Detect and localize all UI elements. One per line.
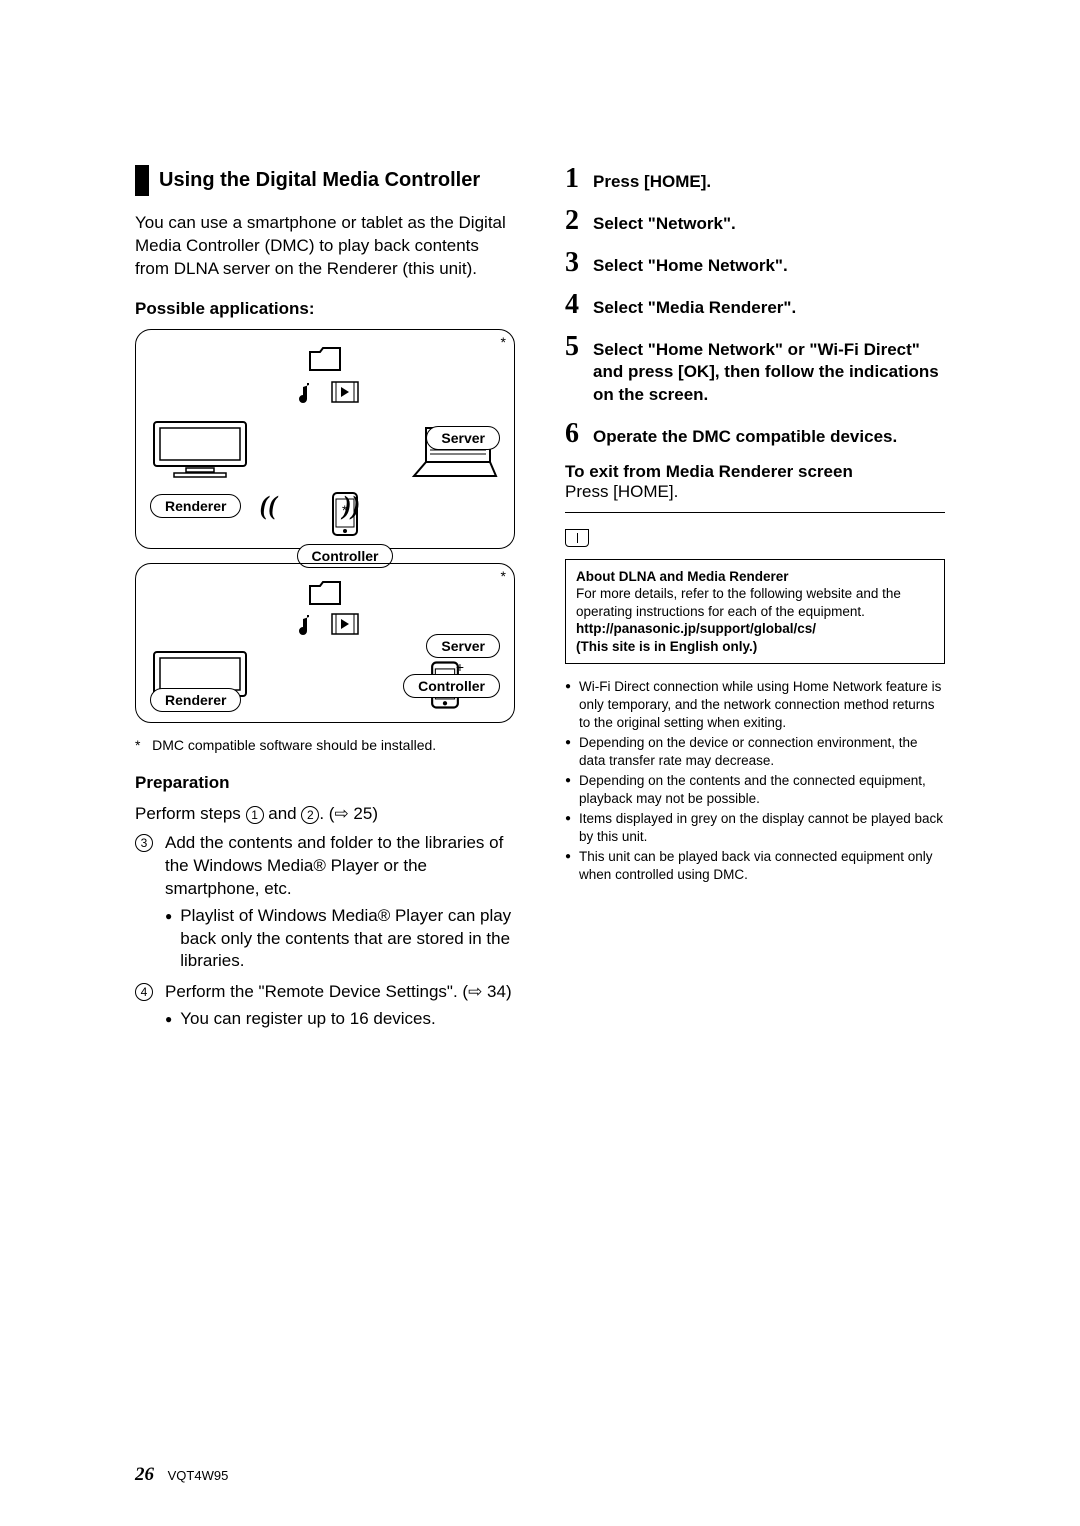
infobox-body: For more details, refer to the following… bbox=[576, 585, 934, 620]
asterisk-marker-2: * bbox=[342, 502, 347, 518]
note-text: This unit can be played back via connect… bbox=[579, 848, 945, 883]
plus-symbol: + bbox=[456, 660, 464, 674]
folder-icon bbox=[308, 580, 342, 611]
bullet-dot-icon: ● bbox=[165, 1008, 172, 1031]
bullet-dot-icon: ● bbox=[565, 848, 571, 883]
prep-4-sub: You can register up to 16 devices. bbox=[180, 1008, 435, 1031]
preparation-intro: Perform steps 1 and 2. (⇨ 25) bbox=[135, 803, 515, 826]
step-text: Select "Media Renderer". bbox=[593, 297, 796, 319]
bullet-dot-icon: ● bbox=[565, 810, 571, 845]
music-note-icon bbox=[291, 613, 313, 644]
step-list: 1 Press [HOME]. 2 Select "Network". 3 Se… bbox=[565, 165, 945, 448]
asterisk-marker-3: * bbox=[501, 568, 506, 584]
step-text: Select "Home Network". bbox=[593, 255, 788, 277]
prep-intro-a: Perform steps bbox=[135, 804, 246, 823]
step-number: 2 bbox=[565, 207, 579, 235]
wave-left-icon: (( bbox=[259, 491, 276, 521]
step-text: Operate the DMC compatible devices. bbox=[593, 426, 897, 448]
step-number: 6 bbox=[565, 420, 579, 448]
prep-item-3: 3 Add the contents and folder to the lib… bbox=[135, 832, 515, 974]
step-text: Press [HOME]. bbox=[593, 171, 711, 193]
prep-intro-b: and bbox=[264, 804, 302, 823]
bullet-dot-icon: ● bbox=[565, 678, 571, 731]
step-text: Select "Network". bbox=[593, 213, 736, 235]
video-icon bbox=[331, 613, 359, 644]
prep-4-text: Perform the "Remote Device Settings". (⇨… bbox=[165, 981, 512, 1004]
note-text: Depending on the contents and the connec… bbox=[579, 772, 945, 807]
step-2: 2 Select "Network". bbox=[565, 207, 945, 235]
infobox-title: About DLNA and Media Renderer bbox=[576, 568, 934, 586]
doc-code: VQT4W95 bbox=[168, 1468, 229, 1483]
prep-3-sub: Playlist of Windows Media® Player can pl… bbox=[180, 905, 515, 974]
renderer-label: Renderer bbox=[150, 688, 241, 712]
circled-3-icon: 3 bbox=[135, 834, 153, 852]
exit-body: Press [HOME]. bbox=[565, 482, 945, 513]
note-book-icon bbox=[565, 529, 589, 547]
step-5: 5 Select "Home Network" or "Wi-Fi Direct… bbox=[565, 333, 945, 405]
circled-4-icon: 4 bbox=[135, 983, 153, 1001]
step-6: 6 Operate the DMC compatible devices. bbox=[565, 420, 945, 448]
step-3: 3 Select "Home Network". bbox=[565, 249, 945, 277]
notes-list: ●Wi-Fi Direct connection while using Hom… bbox=[565, 678, 945, 883]
page-footer: 26 VQT4W95 bbox=[135, 1464, 228, 1486]
circled-1-icon: 1 bbox=[246, 806, 264, 824]
prep-item-4: 4 Perform the "Remote Device Settings". … bbox=[135, 981, 515, 1031]
bullet-dot-icon: ● bbox=[565, 772, 571, 807]
preparation-heading: Preparation bbox=[135, 773, 515, 793]
intro-paragraph: You can use a smartphone or tablet as th… bbox=[135, 212, 515, 281]
asterisk-marker: * bbox=[501, 334, 506, 350]
renderer-label: Renderer bbox=[150, 494, 241, 518]
note-text: Wi-Fi Direct connection while using Home… bbox=[579, 678, 945, 731]
note-item: ●Items displayed in grey on the display … bbox=[565, 810, 945, 845]
step-1: 1 Press [HOME]. bbox=[565, 165, 945, 193]
bullet-dot-icon: ● bbox=[565, 734, 571, 769]
header-accent-bar bbox=[135, 165, 149, 196]
prep-intro-c: . (⇨ 25) bbox=[319, 804, 378, 823]
footnote: * DMC compatible software should be inst… bbox=[135, 737, 515, 753]
server-label: Server bbox=[426, 634, 500, 658]
note-text: Items displayed in grey on the display c… bbox=[579, 810, 945, 845]
video-icon bbox=[331, 381, 359, 412]
step-4: 4 Select "Media Renderer". bbox=[565, 291, 945, 319]
preparation-list: 3 Add the contents and folder to the lib… bbox=[135, 832, 515, 1032]
music-note-icon bbox=[291, 381, 313, 412]
step-number: 4 bbox=[565, 291, 579, 319]
infobox-link: http://panasonic.jp/support/global/cs/ bbox=[576, 620, 934, 638]
footnote-marker: * bbox=[135, 737, 140, 753]
apps-subheading: Possible applications: bbox=[135, 299, 515, 319]
circled-2-icon: 2 bbox=[301, 806, 319, 824]
infobox-link-note: (This site is in English only.) bbox=[576, 638, 934, 656]
folder-icon bbox=[308, 346, 342, 377]
info-box: About DLNA and Media Renderer For more d… bbox=[565, 559, 945, 665]
step-number: 5 bbox=[565, 333, 579, 361]
diagram-2: * bbox=[135, 563, 515, 723]
server-label: Server bbox=[426, 426, 500, 450]
step-text: Select "Home Network" or "Wi-Fi Direct" … bbox=[593, 339, 945, 405]
note-item: ●Depending on the contents and the conne… bbox=[565, 772, 945, 807]
note-item: ●Depending on the device or connection e… bbox=[565, 734, 945, 769]
controller-label: Controller bbox=[403, 674, 500, 698]
tv-icon bbox=[150, 418, 250, 485]
section-header: Using the Digital Media Controller bbox=[135, 165, 515, 196]
note-item: ●This unit can be played back via connec… bbox=[565, 848, 945, 883]
note-item: ●Wi-Fi Direct connection while using Hom… bbox=[565, 678, 945, 731]
footnote-text: DMC compatible software should be instal… bbox=[152, 737, 436, 753]
note-text: Depending on the device or connection en… bbox=[579, 734, 945, 769]
exit-heading: To exit from Media Renderer screen bbox=[565, 462, 945, 482]
bullet-dot-icon: ● bbox=[165, 905, 172, 974]
page-number: 26 bbox=[135, 1464, 154, 1485]
section-title: Using the Digital Media Controller bbox=[159, 165, 480, 196]
prep-3-text: Add the contents and folder to the libra… bbox=[165, 832, 515, 901]
diagram-1: * bbox=[135, 329, 515, 549]
step-number: 3 bbox=[565, 249, 579, 277]
step-number: 1 bbox=[565, 165, 579, 193]
